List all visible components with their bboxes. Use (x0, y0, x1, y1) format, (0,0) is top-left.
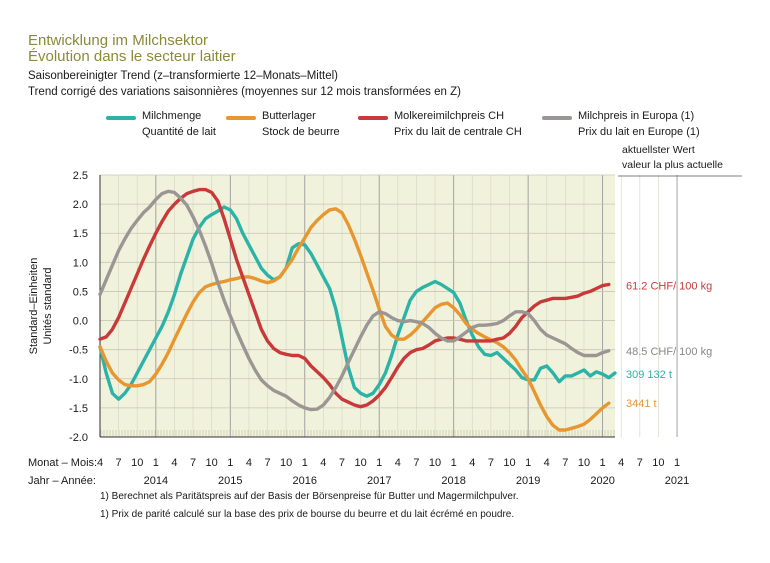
legend-label-de: Milchpreis in Europa (1) (578, 110, 695, 122)
y-axis-label-de: Standard–Einheiten (28, 258, 40, 355)
legend-label-fr: Prix du lait de centrale CH (394, 126, 522, 138)
y-axis-label-fr: Unités standard (42, 267, 54, 344)
month-tick-label: 4 (320, 457, 326, 469)
month-tick-label: 7 (339, 457, 345, 469)
latest-value-header-de: aktuellster Wert (622, 144, 695, 156)
latest-value-label: 3441 t (626, 398, 657, 410)
legend-milchmenge: Milchmenge Quantité de lait (106, 108, 216, 140)
month-tick-label: 7 (116, 457, 122, 469)
y-tick-label: -1.5 (69, 403, 88, 415)
legend-swatch-molkereimilchpreis (358, 116, 388, 120)
month-tick-label: 10 (429, 457, 441, 469)
month-tick-label: 1 (227, 457, 233, 469)
month-tick-label: 10 (503, 457, 515, 469)
year-tick-label: 2015 (218, 475, 242, 487)
month-tick-label: 7 (637, 457, 643, 469)
legend-label-de: Milchmenge (142, 110, 202, 122)
latest-value-label: 61.2 CHF/ 100 kg (626, 281, 712, 293)
month-tick-label: 10 (206, 457, 218, 469)
month-tick-label: 10 (131, 457, 143, 469)
year-tick-label: 2021 (665, 475, 689, 487)
y-tick-label: -0.5 (69, 345, 88, 357)
month-tick-label: 4 (618, 457, 624, 469)
y-tick-label: -1.0 (69, 374, 88, 386)
month-tick-label: 1 (451, 457, 457, 469)
chart-title-de: Entwicklung im Milchsektor (28, 32, 209, 49)
legend-label-fr: Stock de beurre (262, 126, 340, 138)
series-line-1 (98, 207, 611, 432)
chart-title-fr: Évolution dans le secteur laitier (28, 48, 236, 65)
year-tick-label: 2020 (590, 475, 614, 487)
legend-label-de: Butterlager (262, 110, 316, 122)
latest-value-label: 309 132 t (626, 369, 672, 381)
month-tick-label: 4 (171, 457, 177, 469)
month-tick-label: 1 (525, 457, 531, 469)
year-tick-label: 2014 (144, 475, 168, 487)
month-tick-label: 4 (395, 457, 401, 469)
month-tick-label: 10 (652, 457, 664, 469)
series-line-2 (98, 187, 611, 409)
year-tick-label: 2018 (441, 475, 465, 487)
y-tick-label: 0.5 (73, 286, 88, 298)
latest-value-label: 48.5 CHF/ 100 kg (626, 346, 712, 358)
y-tick-label: -2.0 (69, 432, 88, 444)
month-tick-label: 7 (562, 457, 568, 469)
month-tick-label: 10 (578, 457, 590, 469)
month-tick-label: 10 (354, 457, 366, 469)
month-row-label: Monat – Mois: (28, 457, 97, 469)
y-tick-label: 1.0 (73, 257, 88, 269)
chart-subtitle-de: Saisonbereinigter Trend (z–transformiert… (28, 70, 339, 82)
month-tick-label: 10 (280, 457, 292, 469)
chart-subtitle-fr: Trend corrigé des variations saisonnière… (28, 86, 461, 98)
legend-swatch-milchmenge (106, 116, 136, 120)
legend-label-fr: Prix du lait en Europe (1) (578, 126, 700, 138)
month-tick-label: 1 (153, 457, 159, 469)
month-tick-label: 1 (600, 457, 606, 469)
month-tick-label: 7 (413, 457, 419, 469)
month-tick-label: 7 (488, 457, 494, 469)
year-row-label: Jahr – Année: (28, 475, 96, 487)
month-tick-label: 1 (302, 457, 308, 469)
month-tick-label: 7 (190, 457, 196, 469)
month-tick-label: 1 (376, 457, 382, 469)
y-tick-label: 0.0 (73, 316, 88, 328)
month-tick-label: 4 (544, 457, 550, 469)
y-tick-label: 2.0 (73, 199, 88, 211)
year-tick-label: 2017 (367, 475, 391, 487)
legend-molkereimilchpreis: Molkereimilchpreis CH Prix du lait de ce… (358, 108, 522, 140)
legend-label-de: Molkereimilchpreis CH (394, 110, 505, 122)
footnote-fr: 1) Prix de parité calculé sur la base de… (100, 509, 515, 520)
series-line-3 (98, 189, 611, 412)
month-tick-label: 1 (674, 457, 680, 469)
legend-swatch-milchpreis-europa (542, 116, 572, 120)
latest-value-header-fr: valeur la plus actuelle (622, 159, 723, 171)
month-tick-label: 4 (246, 457, 252, 469)
month-tick-label: 4 (469, 457, 475, 469)
footnote-de: 1) Berechnet als Paritätspreis auf der B… (100, 491, 519, 502)
legend-swatch-butterlager (226, 116, 256, 120)
legend-milchpreis-europa: Milchpreis in Europa (1) Prix du lait en… (542, 108, 700, 140)
month-tick-label: 4 (97, 457, 103, 469)
legend-label-fr: Quantité de lait (142, 126, 216, 138)
y-tick-label: 2.5 (73, 170, 88, 182)
plot-background (100, 175, 615, 437)
month-tick-label: 7 (264, 457, 270, 469)
y-tick-label: 1.5 (73, 228, 88, 240)
latest-value-header: aktuellster Wert valeur la plus actuelle (622, 143, 723, 173)
year-tick-label: 2019 (516, 475, 540, 487)
year-tick-label: 2016 (293, 475, 317, 487)
legend-butterlager: Butterlager Stock de beurre (226, 108, 340, 140)
